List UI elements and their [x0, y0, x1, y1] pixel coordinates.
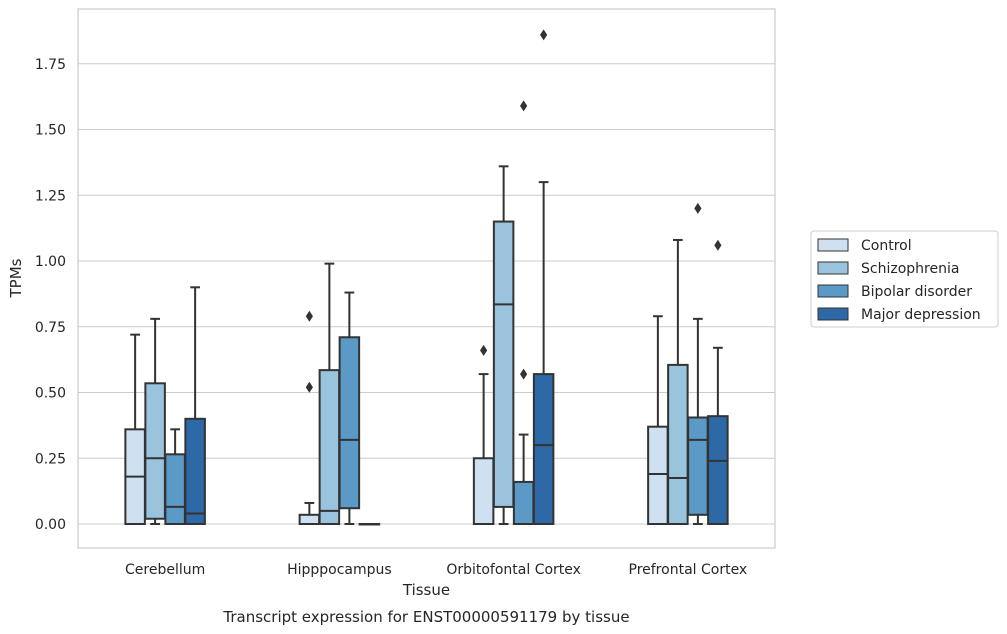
box-bipolar-disorder: [338, 291, 361, 525]
box-iqr: [492, 220, 515, 508]
box-schizophrenia: [492, 165, 515, 525]
legend-label: Bipolar disorder: [861, 284, 972, 300]
box-major-depression: [358, 523, 381, 526]
legend-label: Schizophrenia: [861, 261, 959, 277]
box-iqr: [338, 336, 361, 510]
x-tick-label: Cerebellum: [125, 562, 205, 578]
box-iqr: [687, 416, 709, 516]
box-iqr: [707, 415, 729, 526]
box-control: [647, 315, 669, 525]
y-axis-title: TPMs: [7, 258, 25, 298]
box-bipolar-disorder: [512, 100, 535, 526]
box-bipolar-disorder: [687, 202, 709, 525]
y-tick-label: 0.75: [35, 320, 66, 336]
outlier-point: [714, 239, 722, 251]
box-schizophrenia: [318, 262, 341, 525]
outlier-point: [305, 381, 313, 393]
box-iqr: [298, 513, 321, 525]
box-control: [472, 344, 495, 525]
y-tick-label: 0.50: [35, 386, 66, 402]
legend-swatch: [817, 261, 849, 275]
y-tick-label: 0.25: [35, 451, 66, 467]
box-iqr: [472, 457, 495, 525]
x-tick-label: Hipppocampus: [287, 562, 392, 578]
x-tick-label: Orbitofontal Cortex: [446, 562, 581, 578]
x-tick-label: Prefrontal Cortex: [629, 562, 748, 578]
y-axis-ticks: 0.00 0.25 0.50 0.75 1.00 1.25 1.50 1.75: [35, 57, 66, 533]
x-axis-ticks: Cerebellum Hipppocampus Orbitofontal Corte…: [125, 562, 747, 578]
plot-area-frame: [77, 8, 776, 549]
outlier-point: [520, 100, 528, 112]
legend-label: Control: [861, 238, 912, 254]
box-iqr: [184, 417, 206, 525]
x-axis-title: Tissue: [402, 581, 450, 599]
outlier-point: [480, 344, 488, 356]
box-major-depression: [707, 239, 729, 526]
outlier-point: [305, 310, 313, 322]
y-tick-label: 1.75: [35, 57, 66, 73]
legend: Control Schizophrenia Bipolar disorder Majo…: [810, 230, 999, 328]
legend-label: Major depression: [861, 307, 981, 323]
chart-caption: Transcript expression for ENST0000059117…: [222, 608, 629, 626]
box-iqr: [318, 369, 341, 525]
box-control: [124, 333, 146, 526]
boxes: [124, 29, 729, 526]
box-major-depression: [532, 29, 555, 525]
y-tick-label: 1.25: [35, 188, 66, 204]
legend-frame: [810, 230, 999, 328]
box-iqr: [532, 373, 555, 525]
box-schizophrenia: [144, 317, 166, 525]
box-control: [298, 310, 321, 525]
box-iqr: [144, 382, 166, 520]
box-major-depression: [184, 286, 206, 525]
box-iqr: [667, 363, 689, 526]
legend-swatch: [817, 238, 849, 252]
box-schizophrenia: [667, 238, 689, 526]
box-iqr: [512, 480, 535, 526]
outlier-point: [694, 202, 702, 214]
y-tick-label: 1.50: [35, 123, 66, 139]
legend-swatch: [817, 307, 849, 321]
box-iqr: [164, 453, 186, 525]
outlier-point: [540, 29, 548, 41]
y-tick-label: 1.00: [35, 254, 66, 270]
legend-swatch: [817, 284, 849, 298]
box-iqr: [647, 425, 669, 525]
box-bipolar-disorder: [164, 428, 186, 525]
y-tick-label: 0.00: [35, 517, 66, 533]
outlier-point: [520, 368, 528, 380]
